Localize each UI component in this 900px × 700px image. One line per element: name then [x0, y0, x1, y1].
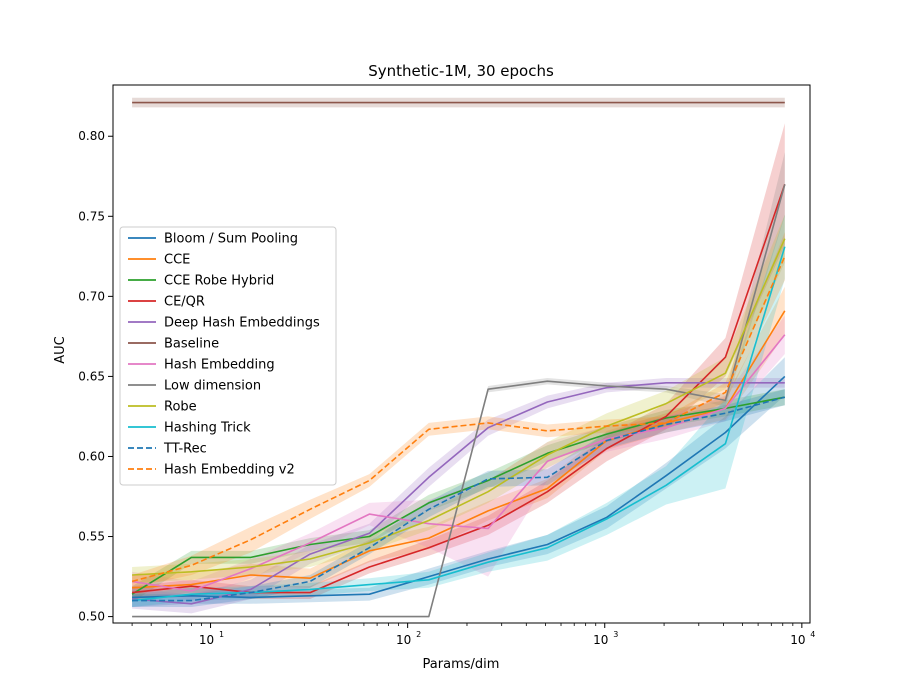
tick-labels: 10 1 10 2 10 3 10 4 0.50 0.55 0.60 0.65 0.70 0.75 0.80: [78, 129, 815, 647]
line-hash-embedding: [131, 334, 786, 592]
y-tick-label: 0.60: [78, 449, 105, 463]
band-hash-embedding: [132, 315, 785, 601]
legend-label-hash-embedding-v2: Hash Embedding v2: [164, 463, 295, 478]
line-bloom-sum-pooling: [132, 375, 786, 599]
legend-label-hash-embedding: Hash Embedding: [164, 358, 275, 373]
x-tick-label: 10: [593, 633, 608, 647]
y-axis-label: AUC: [53, 336, 68, 364]
axes: [108, 84, 811, 628]
legend-label-low-dimension: Low dimension: [164, 379, 261, 394]
axes-frame: [112, 84, 811, 624]
line-cce-robe-hybrid: [131, 396, 785, 595]
legend-label-bloom-sum-pooling: Bloom / Sum Pooling: [164, 232, 298, 247]
band-tt-rec: [132, 389, 785, 607]
x-axis-label: Params/dim: [423, 657, 500, 672]
y-tick-label: 0.70: [78, 289, 105, 303]
x-tick-exponent: 2: [416, 630, 421, 639]
x-tick-label: 10: [396, 633, 411, 647]
legend-label-cce-robe-hybrid: CCE Robe Hybrid: [164, 274, 274, 289]
x-tick-label: 10: [790, 633, 805, 647]
legend-label-tt-rec: TT-Rec: [163, 442, 207, 457]
chart-title: Synthetic-1M, 30 epochs: [368, 62, 554, 80]
line-robe: [132, 238, 786, 576]
x-tick-exponent: 4: [810, 630, 815, 639]
line-hash-embedding-v2: [131, 255, 786, 583]
band-bloom-sum-pooling: [132, 357, 785, 607]
line-deep-hash-embeddings: [132, 381, 785, 605]
line-hashing-trick: [132, 246, 786, 602]
legend: Bloom / Sum Pooling CCE CCE Robe Hybrid CE/…: [119, 226, 337, 486]
x-tick-exponent: 3: [613, 630, 618, 639]
x-tick-label: 10: [199, 633, 214, 647]
line-cce: [132, 310, 786, 589]
x-tick-exponent: 1: [219, 630, 224, 639]
y-tick-label: 0.75: [78, 209, 105, 223]
legend-label-deep-hash-embeddings: Deep Hash Embeddings: [164, 316, 320, 331]
legend-box: [119, 226, 337, 486]
legend-label-ce-qr: CE/QR: [164, 295, 205, 310]
band-robe: [132, 214, 785, 583]
y-tick-label: 0.80: [78, 129, 105, 143]
y-tick-label: 0.65: [78, 369, 105, 383]
band-deep-hash-embeddings: [132, 378, 785, 614]
series-lines: [131, 101, 786, 618]
line-tt-rec: [132, 396, 786, 602]
legend-label-baseline: Baseline: [164, 337, 219, 352]
legend-label-hashing-trick: Hashing Trick: [164, 421, 251, 436]
y-tick-label: 0.50: [78, 610, 105, 624]
line-low-dimension: [132, 184, 786, 618]
y-tick-label: 0.55: [78, 530, 105, 544]
legend-label-cce: CCE: [164, 253, 190, 268]
band-hashing-trick: [132, 214, 785, 607]
legend-label-robe: Robe: [164, 400, 197, 415]
